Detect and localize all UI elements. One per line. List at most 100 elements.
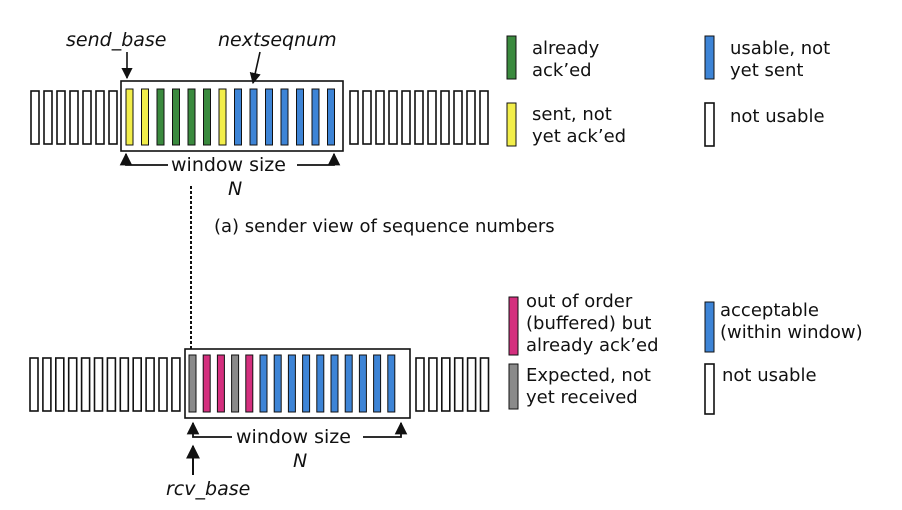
receiver-slot-left-not-usable-6 <box>106 357 117 412</box>
sender-slot-right-not-usable-10 <box>479 90 489 145</box>
legend-label-acceptable-1: acceptable <box>720 300 819 321</box>
receiver-slot-left-not-usable-8 <box>132 357 142 412</box>
receiver-slot-buffered-1 <box>202 354 211 413</box>
legend-label-receiver-not-usable: not usable <box>722 365 817 386</box>
receiver-slot-usable-5 <box>259 354 268 413</box>
receiver-slot-left-not-usable-4 <box>80 357 91 412</box>
legend-swatch-not-usable <box>704 102 715 147</box>
sender-window-size-label: window size <box>171 154 286 176</box>
receiver-slot-right-not-usable-3 <box>453 357 464 412</box>
receiver-slot-usable-12 <box>358 354 367 413</box>
sender-window-box <box>120 80 344 152</box>
legend-swatch-already-acked <box>506 35 517 80</box>
receiver-slot-buffered-4 <box>245 354 254 413</box>
sender-slot-left-not-usable-0 <box>30 90 40 145</box>
receiver-legend: out of order (buffered) but already ack’… <box>508 291 863 415</box>
receiver-slot-usable-6 <box>273 354 282 413</box>
sender-slot-left-not-usable-1 <box>43 90 53 145</box>
legend-swatch-usable-not-sent <box>704 35 715 80</box>
sender-caption: (a) sender view of sequence numbers <box>214 216 555 237</box>
legend-label-sent-not-acked-2: yet ack’ed <box>532 126 626 147</box>
sender-slot-left-not-usable-4 <box>82 90 92 145</box>
receiver-slot-left-not-usable-3 <box>67 357 78 412</box>
receiver-window-size-arrow-right <box>363 421 408 438</box>
nextseqnum-arrow <box>249 51 261 85</box>
sender-slot-right-not-usable-5 <box>414 90 424 145</box>
legend-label-out-of-order-3: already ack’ed <box>526 335 659 356</box>
receiver-slot-left-not-usable-1 <box>42 357 52 412</box>
sender-slot-right-not-usable-3 <box>388 90 398 145</box>
sender-slot-usable-10 <box>280 88 289 146</box>
sender-slot-usable-11 <box>296 88 304 146</box>
receiver-slot-left-not-usable-0 <box>29 357 39 412</box>
legend-label-not-usable: not usable <box>730 106 825 127</box>
legend-label-usable-not-sent-2: yet sent <box>730 60 803 81</box>
sender-window-slots <box>125 88 335 146</box>
receiver-slot-right-not-usable-1 <box>428 357 438 412</box>
receiver-slot-usable-9 <box>316 354 325 413</box>
legend-label-already-acked-2: ack’ed <box>532 60 592 81</box>
sender-slot-left-not-usable-3 <box>69 90 79 145</box>
receiver-slot-usable-14 <box>387 354 396 413</box>
legend-label-out-of-order-1: out of order <box>526 291 633 312</box>
legend-label-sent-not-acked-1: sent, not <box>532 104 612 125</box>
sender-slot-usable-9 <box>265 88 273 146</box>
sender-slot-acked-4 <box>187 88 196 146</box>
sender-slot-right-not-usable-6 <box>427 90 437 145</box>
sender-slot-left-not-usable-6 <box>108 90 118 145</box>
sender-slots-right <box>349 90 489 145</box>
receiver-n-label: N <box>293 450 307 472</box>
receiver-slot-left-not-usable-2 <box>54 357 65 412</box>
sender-slot-sent-6 <box>218 88 227 146</box>
receiver-slot-left-not-usable-11 <box>171 357 181 412</box>
sender-slots-left <box>30 90 118 145</box>
legend-label-already-acked-1: already <box>532 38 600 59</box>
legend-label-expected-1: Expected, not <box>526 365 651 386</box>
sender-slot-usable-7 <box>234 88 242 146</box>
sender-slot-sent-0 <box>125 88 134 146</box>
receiver-slot-buffered-2 <box>216 354 225 413</box>
receiver-slot-usable-8 <box>302 354 311 413</box>
sender-slot-usable-12 <box>311 88 320 146</box>
receiver-window-size-arrow-left <box>186 421 232 438</box>
sender-slot-usable-8 <box>249 88 258 146</box>
sender-slot-acked-2 <box>156 88 165 146</box>
sender-window-size-arrow-left <box>119 152 168 166</box>
receiver-slot-left-not-usable-7 <box>119 357 130 412</box>
sender-slot-right-not-usable-9 <box>466 90 476 145</box>
sender-slot-left-not-usable-5 <box>95 90 105 145</box>
sender-slot-right-not-usable-0 <box>349 90 359 145</box>
receiver-slot-usable-10 <box>330 354 339 413</box>
legend-swatch-expected-not-received <box>508 363 519 410</box>
receiver-slot-left-not-usable-5 <box>93 357 104 412</box>
receiver-slot-right-not-usable-0 <box>415 357 425 412</box>
receiver-slot-right-not-usable-5 <box>479 357 490 412</box>
sender-slot-right-not-usable-7 <box>440 90 450 145</box>
sender-window-size-arrow-right <box>297 152 341 166</box>
receiver-slot-left-not-usable-10 <box>158 357 168 412</box>
receiver-slot-expected-3 <box>231 354 240 413</box>
rcv-base-label: rcv_base <box>166 478 250 500</box>
sender-slot-sent-1 <box>141 88 149 146</box>
receiver-window-size-label: window size <box>236 426 351 448</box>
send-base-label: send_base <box>66 29 166 51</box>
legend-label-out-of-order-2: (buffered) but <box>526 313 651 334</box>
legend-swatch-out-of-order-buffered <box>508 296 519 356</box>
sender-n-label: N <box>228 178 242 200</box>
sender-legend: already ack’ed sent, not yet ack’ed usab… <box>506 35 830 147</box>
receiver-slot-expected-0 <box>188 354 197 413</box>
receiver-window-slots <box>188 354 396 413</box>
legend-swatch-acceptable <box>704 301 715 353</box>
sender-slot-acked-5 <box>203 88 211 146</box>
receiver-slot-right-not-usable-2 <box>440 357 451 412</box>
legend-label-usable-not-sent-1: usable, not <box>730 38 830 59</box>
legend-swatch-sent-not-acked <box>506 102 517 147</box>
receiver-slot-usable-11 <box>344 354 353 413</box>
receiver-slot-left-not-usable-9 <box>145 357 155 412</box>
sender-slot-right-not-usable-1 <box>362 90 372 145</box>
sender-slot-right-not-usable-8 <box>453 90 463 145</box>
legend-label-expected-2: yet received <box>526 387 638 408</box>
nextseqnum-label: nextseqnum <box>218 29 337 51</box>
receiver-slot-usable-7 <box>287 354 296 413</box>
